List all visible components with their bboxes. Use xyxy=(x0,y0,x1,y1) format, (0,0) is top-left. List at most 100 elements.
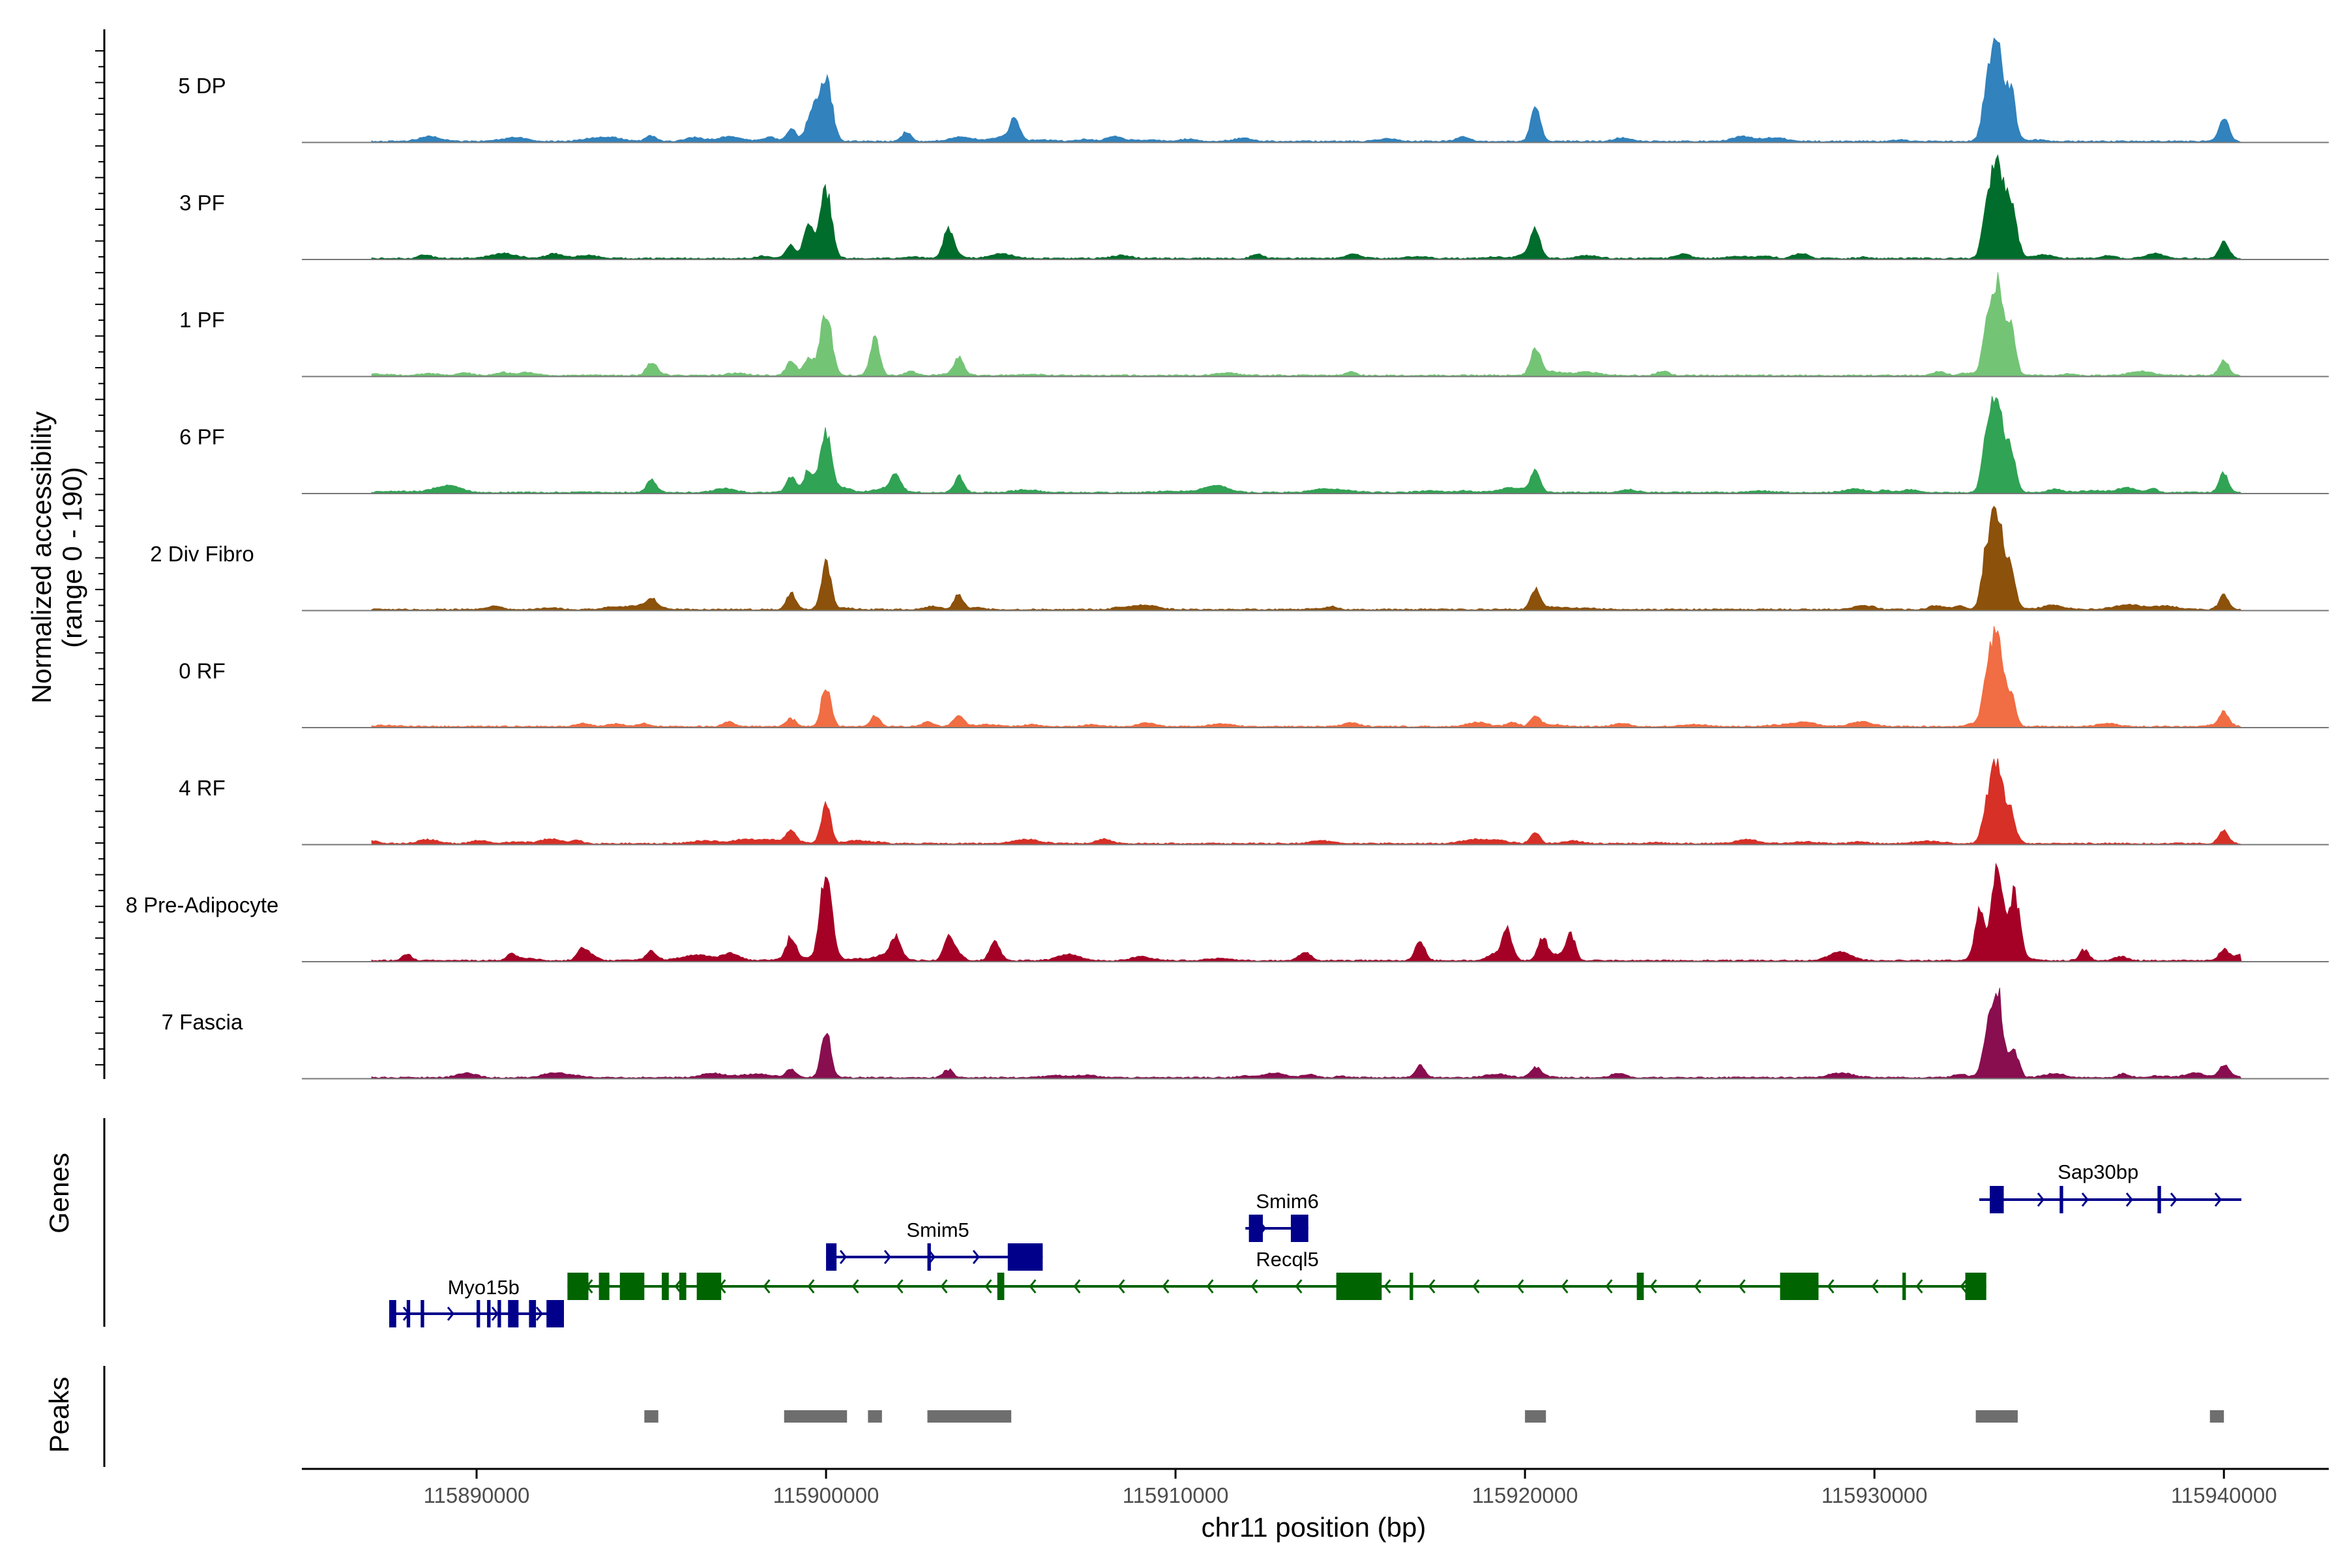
gene-label: Smim5 xyxy=(906,1219,969,1241)
gene-exon xyxy=(497,1300,501,1327)
strand-arrow-icon xyxy=(1073,1279,1081,1294)
strand-arrow-icon xyxy=(1605,1279,1613,1294)
gene-exon xyxy=(1636,1273,1644,1300)
strand-arrow-icon xyxy=(763,1279,771,1294)
gene-exon xyxy=(927,1243,931,1271)
strand-arrow-icon xyxy=(1428,1279,1436,1294)
gene-myo15b: Myo15b xyxy=(389,1276,565,1327)
x-axis-label: chr11 position (bp) xyxy=(1202,1512,1426,1543)
strand-arrow-icon xyxy=(1871,1279,1879,1294)
coverage-y-label-line2: (range 0 - 190) xyxy=(57,467,87,648)
track-0-rf: 0 RF xyxy=(179,626,2329,728)
coverage-tracks: 5 DP 3 PF 1 PF 6 PF 2 Div Fibro 0 RF 4 RF 8 Pre… xyxy=(126,37,2329,1080)
gene-exon xyxy=(2157,1186,2161,1213)
gene-exon xyxy=(529,1300,537,1327)
strand-arrow-icon xyxy=(2125,1192,2133,1207)
gene-exon xyxy=(696,1273,722,1300)
gene-exon xyxy=(1007,1243,1043,1271)
strand-arrow-icon xyxy=(1250,1279,1258,1294)
gene-exon xyxy=(1990,1186,2004,1213)
track-area xyxy=(371,758,2242,845)
strand-arrow-icon xyxy=(1117,1279,1125,1294)
gene-recql5: Recql5 xyxy=(567,1248,1986,1300)
track-2-div-fibro: 2 Div Fibro xyxy=(150,505,2329,612)
gene-exon xyxy=(826,1243,837,1271)
track-3-pf: 3 PF xyxy=(179,154,2329,260)
gene-exon xyxy=(487,1300,491,1327)
track-label: 1 PF xyxy=(179,308,225,332)
track-label: 4 RF xyxy=(179,776,226,800)
strand-arrow-icon xyxy=(674,1279,682,1294)
peak-region-bar xyxy=(927,1410,1012,1423)
x-axis-ticks: 115890000 115900000 115910000 115920000 1159… xyxy=(424,1469,2277,1507)
gene-exon xyxy=(508,1300,519,1327)
strand-arrow-icon xyxy=(851,1279,859,1294)
strand-arrow-icon xyxy=(2214,1192,2222,1207)
track-7-fascia: 7 Fascia xyxy=(162,988,2329,1080)
strand-arrow-icon xyxy=(1915,1279,1923,1294)
peaks-panel-label: Peaks xyxy=(44,1377,74,1453)
strand-arrow-icon xyxy=(1516,1279,1524,1294)
strand-arrow-icon xyxy=(839,1250,847,1264)
gene-exon xyxy=(997,1273,1005,1300)
strand-arrow-icon xyxy=(1029,1279,1037,1294)
strand-arrow-icon xyxy=(2081,1192,2089,1207)
track-label: 5 DP xyxy=(178,74,226,98)
gene-exon xyxy=(546,1300,565,1327)
strand-arrow-icon xyxy=(1295,1279,1303,1294)
track-area xyxy=(371,37,2242,143)
gene-exon xyxy=(477,1300,480,1327)
strand-arrow-icon xyxy=(1738,1279,1746,1294)
gene-exon xyxy=(1410,1273,1413,1300)
strand-arrow-icon xyxy=(972,1250,980,1264)
gene-exon xyxy=(1780,1273,1819,1300)
gene-exon xyxy=(1248,1215,1263,1242)
strand-arrow-icon xyxy=(883,1250,891,1264)
gene-exon xyxy=(619,1273,645,1300)
gene-exon xyxy=(1290,1215,1308,1242)
strand-arrow-icon xyxy=(535,1307,543,1321)
track-area xyxy=(371,863,2242,962)
strand-arrow-icon xyxy=(940,1279,948,1294)
strand-arrow-icon xyxy=(447,1307,454,1321)
strand-arrow-icon xyxy=(491,1307,499,1321)
gene-smim6: Smim6 xyxy=(1245,1190,1319,1242)
track-area xyxy=(371,154,2243,260)
track-label: 3 PF xyxy=(179,191,225,215)
gene-smim5: Smim5 xyxy=(826,1219,1043,1271)
track-4-rf: 4 RF xyxy=(179,758,2329,846)
strand-arrow-icon xyxy=(1561,1279,1569,1294)
track-area xyxy=(371,505,2243,611)
strand-arrow-icon xyxy=(1694,1279,1702,1294)
strand-arrow-icon xyxy=(1649,1279,1657,1294)
track-label: 8 Pre-Adipocyte xyxy=(126,893,279,917)
track-area xyxy=(371,272,2243,377)
strand-arrow-icon xyxy=(1206,1279,1214,1294)
track-area xyxy=(371,626,2243,728)
gene-exon xyxy=(1902,1273,1906,1300)
track-label: 0 RF xyxy=(179,659,226,683)
gene-exon xyxy=(598,1273,610,1300)
gene-label: Smim6 xyxy=(1256,1190,1318,1213)
track-area xyxy=(371,396,2243,494)
track-label: 7 Fascia xyxy=(162,1010,243,1034)
strand-arrow-icon xyxy=(1383,1279,1391,1294)
peak-regions xyxy=(644,1410,2224,1423)
track-area xyxy=(371,988,2242,1079)
peak-region-bar xyxy=(2209,1410,2224,1423)
peak-region-bar xyxy=(1525,1410,1546,1423)
track-5-dp: 5 DP xyxy=(178,37,2329,143)
gene-sap30bp: Sap30bp xyxy=(1979,1161,2241,1213)
coverage-y-ticks xyxy=(95,50,104,1066)
x-tick-label: 115910000 xyxy=(1123,1483,1229,1507)
track-label: 2 Div Fibro xyxy=(150,542,254,566)
gene-exon xyxy=(406,1300,411,1327)
genes-panel-label: Genes xyxy=(44,1153,74,1234)
track-1-pf: 1 PF xyxy=(179,272,2329,377)
gene-exon xyxy=(567,1273,589,1300)
gene-exon xyxy=(662,1273,669,1300)
peak-region-bar xyxy=(868,1410,882,1423)
strand-arrow-icon xyxy=(1960,1279,1968,1294)
strand-arrow-icon xyxy=(984,1279,992,1294)
